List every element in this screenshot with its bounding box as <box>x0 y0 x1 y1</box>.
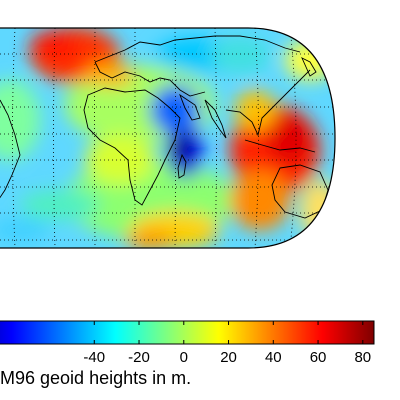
indonesia-coast <box>244 139 316 153</box>
colorbar-ticks: -40 -20 0 20 40 60 80 <box>0 320 375 366</box>
india-coast <box>204 99 227 139</box>
coastlines <box>0 35 329 219</box>
africa-coast <box>83 87 181 206</box>
eurasia-north-coast <box>94 35 301 63</box>
colorbar-tick-label: 20 <box>220 349 237 366</box>
americas-coast <box>0 99 21 206</box>
australia-coast <box>271 164 329 219</box>
colorbar-tick-label: 40 <box>265 349 282 366</box>
east-asia-coast <box>225 69 311 137</box>
colorbar-tick-label: 80 <box>354 349 371 366</box>
japan-coast <box>301 57 317 77</box>
colorbar-frame <box>0 320 375 345</box>
map-caption: EGM96 geoid heights in m. <box>0 368 192 388</box>
map-area <box>0 28 335 248</box>
colorbar-tick-label: -40 <box>83 349 105 366</box>
europe-mediterranean-coast <box>94 61 206 97</box>
colorbar-tick-label: 0 <box>180 349 188 366</box>
colorbar-tick-label: 60 <box>310 349 327 366</box>
madagascar-coast <box>177 153 187 179</box>
colorbar-tick-label: -20 <box>128 349 150 366</box>
graticule <box>0 28 335 248</box>
arabia-coast <box>179 93 201 121</box>
colorbar <box>0 321 374 344</box>
map-boundary <box>0 27 336 249</box>
